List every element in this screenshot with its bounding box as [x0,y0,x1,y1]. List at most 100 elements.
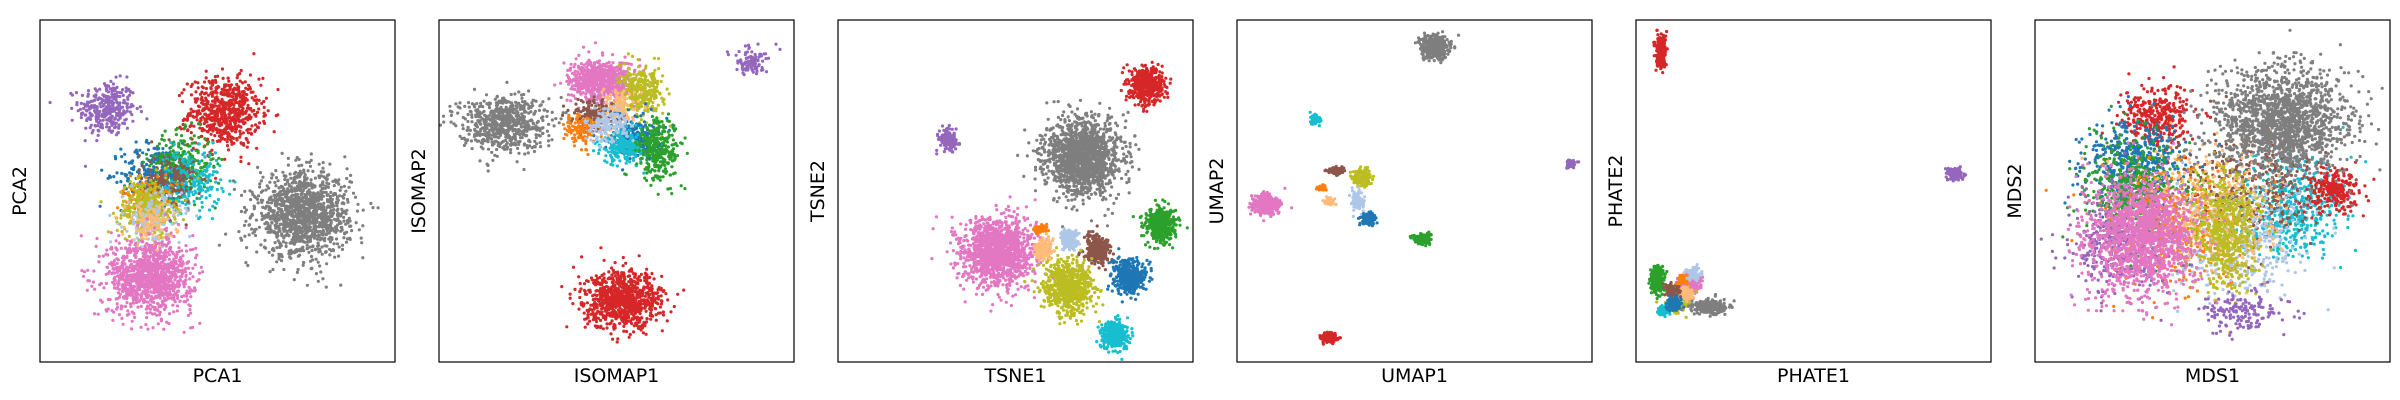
point [271,190,275,194]
point [174,275,178,280]
point [145,249,149,253]
point [204,103,208,107]
point [116,206,120,210]
point [281,188,285,193]
point [240,97,244,101]
point [263,222,267,226]
point [271,173,275,177]
point [324,213,328,217]
point [119,273,123,277]
point [299,248,303,253]
point [328,211,332,215]
point [245,246,249,250]
point [197,142,201,146]
point [267,227,271,231]
point [287,183,291,187]
point [233,124,237,128]
point [101,98,105,103]
point [316,225,320,229]
point [306,190,311,194]
point [155,171,159,175]
point [256,201,260,205]
point [349,173,353,177]
point [132,182,136,186]
point [255,146,259,150]
point [277,226,281,230]
point [117,124,121,128]
point [132,315,137,319]
point [144,207,148,211]
point [337,178,341,182]
point [210,83,214,87]
point [115,270,119,274]
point [129,277,133,282]
point [170,250,175,254]
point [243,234,247,238]
point [192,286,197,290]
point [165,279,169,283]
point [202,182,206,186]
point [241,131,245,135]
point [212,164,216,168]
point [235,82,239,87]
point [88,106,93,110]
point [176,229,180,233]
point [230,129,234,133]
point [149,218,153,222]
point [123,304,128,309]
point [319,213,323,217]
point [213,89,218,93]
point [149,198,154,203]
point [234,94,238,98]
point [172,152,176,156]
point [211,126,215,130]
point [139,297,143,301]
point [313,247,318,251]
point [179,262,183,266]
point [250,96,254,100]
point [94,124,98,128]
point [297,197,301,201]
point [168,271,172,275]
point [270,253,275,257]
point [112,121,116,125]
point [154,161,158,165]
point [165,237,169,241]
point [106,230,110,234]
point [226,148,231,152]
point [221,116,225,120]
point [348,219,352,223]
point [120,171,124,175]
point [256,194,261,198]
point [134,275,138,279]
point [115,302,119,306]
point [313,234,317,238]
point [338,188,342,192]
point [320,208,324,212]
point [320,245,324,249]
point [331,179,335,183]
point [180,134,184,138]
point [242,223,247,227]
point [136,198,140,202]
point [331,211,336,215]
point [175,151,179,155]
point [135,229,139,233]
point [319,189,323,193]
point [230,118,234,122]
point [226,103,230,107]
point [118,74,122,78]
point [172,234,176,239]
point [306,169,310,173]
point [262,99,266,104]
point [167,247,171,251]
point [92,269,96,273]
point [239,209,243,214]
point [294,239,298,243]
point [344,222,348,226]
point [83,164,88,168]
point [200,200,204,205]
point [211,123,215,127]
